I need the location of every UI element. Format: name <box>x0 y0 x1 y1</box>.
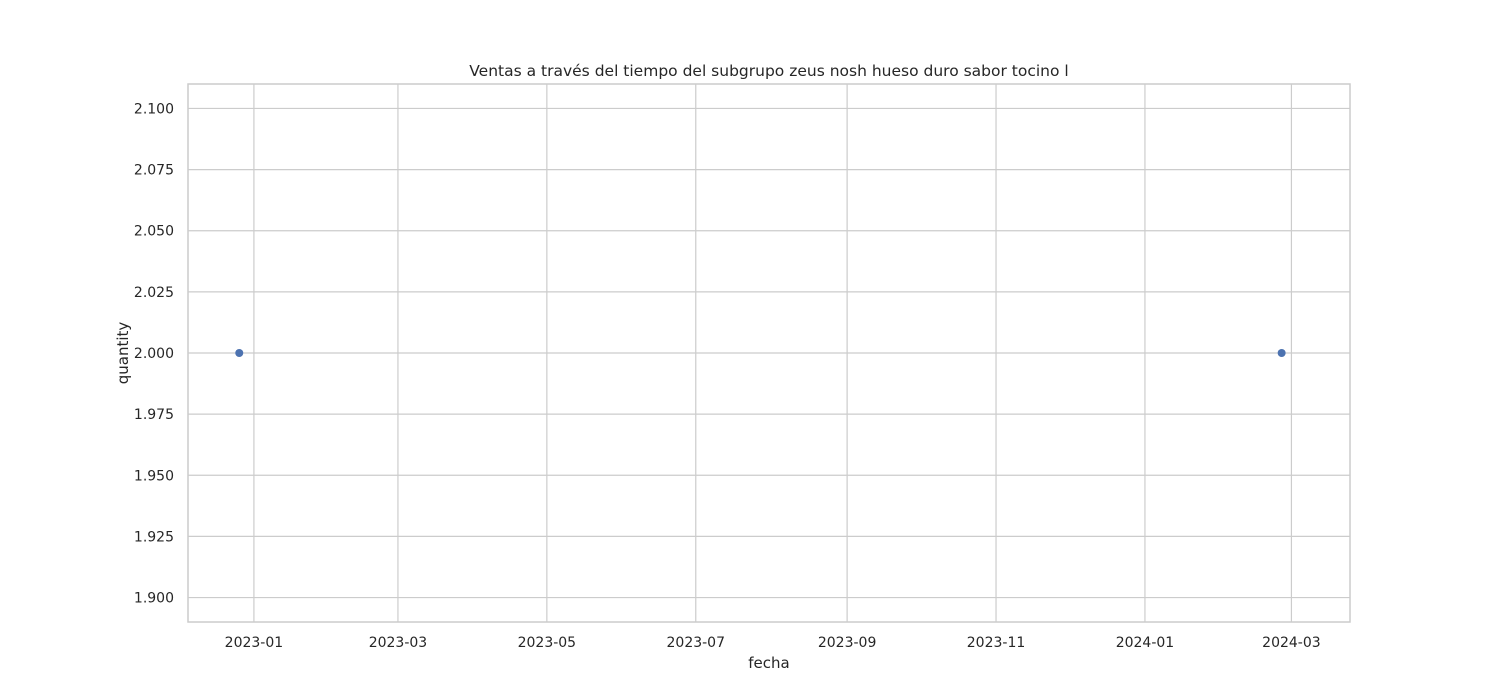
x-tick-label: 2023-03 <box>369 635 428 651</box>
y-tick-label: 2.100 <box>134 101 174 117</box>
y-tick-label: 2.025 <box>134 285 174 301</box>
y-tick-label: 2.075 <box>134 163 174 179</box>
y-tick-label: 2.000 <box>134 346 174 362</box>
grid-lines <box>188 84 1350 622</box>
y-axis-label: quantity <box>114 322 132 385</box>
x-axis-label: fecha <box>748 654 789 672</box>
x-tick-label: 2023-05 <box>518 635 577 651</box>
y-tick-label: 2.050 <box>134 224 174 240</box>
x-tick-label: 2023-07 <box>667 635 726 651</box>
x-tick-label: 2024-01 <box>1116 635 1175 651</box>
data-points <box>235 349 1286 357</box>
plot-area-frame <box>187 83 1351 623</box>
x-tick-label: 2023-11 <box>967 635 1026 651</box>
chart-title: Ventas a través del tiempo del subgrupo … <box>469 62 1068 80</box>
data-point <box>1277 349 1286 357</box>
data-point <box>235 349 244 357</box>
y-tick-label: 1.925 <box>134 529 174 545</box>
y-tick-label: 1.950 <box>134 468 174 484</box>
tick-labels: 2023-01 2023-03 2023-05 2023-07 2023-09 2023-… <box>134 101 1321 651</box>
x-tick-label: 2024-03 <box>1262 635 1321 651</box>
x-tick-label: 2023-09 <box>818 635 877 651</box>
x-tick-label: 2023-01 <box>225 635 284 651</box>
y-tick-label: 1.975 <box>134 407 174 423</box>
y-tick-label: 1.900 <box>134 591 174 607</box>
